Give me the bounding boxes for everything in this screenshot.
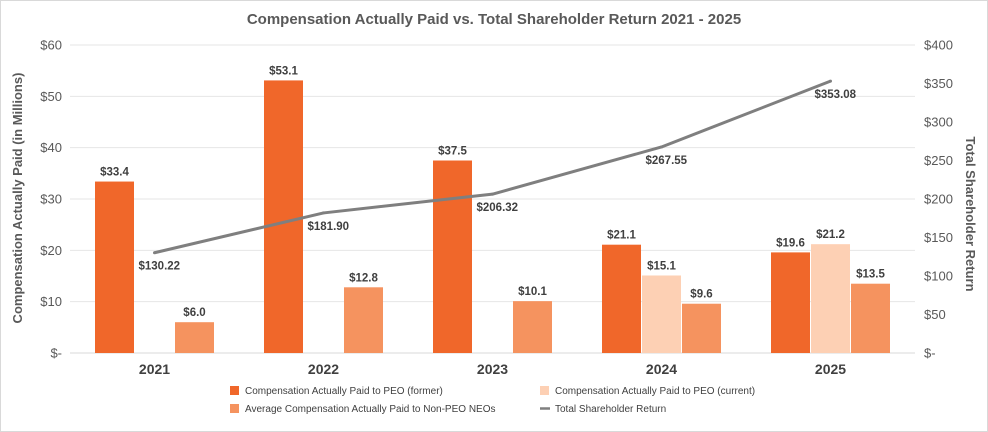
tsr-point (829, 79, 832, 83)
data-labels: $33.4 $53.1 $37.5 $21.1 $19.6 $15.1 $21.2 $6.0 $… (100, 65, 885, 319)
bar-data-label: $21.2 (816, 229, 845, 241)
left-tick-label: $20 (40, 243, 62, 258)
tsr-data-label: $130.22 (139, 261, 181, 273)
tsr-line (153, 79, 832, 255)
left-tick-label: $40 (40, 140, 62, 155)
bar (513, 301, 552, 353)
bar-data-label: $53.1 (269, 65, 298, 77)
category-label: 2023 (477, 361, 508, 377)
legend-label: Compensation Actually Paid to PEO (curre… (555, 386, 755, 397)
category-label: 2025 (815, 361, 846, 377)
bar (175, 322, 214, 353)
bars (95, 80, 890, 354)
bar-data-label: $9.6 (690, 289, 712, 301)
bar (682, 303, 721, 353)
legend: Compensation Actually Paid to PEO (forme… (230, 386, 755, 415)
right-tick-label: $250 (924, 153, 953, 168)
bar (602, 244, 641, 353)
bar-data-label: $33.4 (100, 167, 129, 179)
bar-data-label: $15.1 (647, 260, 676, 272)
legend-label: Average Compensation Actually Paid to No… (245, 404, 496, 415)
category-label: 2024 (646, 361, 677, 377)
tsr-data-label: $206.32 (477, 202, 519, 214)
legend-label: Compensation Actually Paid to PEO (forme… (245, 386, 443, 397)
category-label: 2022 (308, 361, 339, 377)
tsr-data-label: $267.55 (646, 155, 688, 167)
left-tick-label: $60 (40, 38, 62, 53)
bar-data-label: $10.1 (518, 286, 547, 298)
bar (642, 275, 681, 353)
legend-label: Total Shareholder Return (555, 404, 666, 415)
bar (811, 244, 850, 353)
tsr-point (153, 251, 156, 255)
right-tick-label: $50 (924, 307, 946, 322)
left-axis-ticks: $- $10 $20 $30 $40 $50 $60 (40, 38, 62, 361)
right-tick-label: $300 (924, 115, 953, 130)
left-tick-label: $- (50, 346, 62, 361)
chart-title: Compensation Actually Paid vs. Total Sha… (247, 11, 741, 28)
bar (344, 287, 383, 353)
left-tick-label: $10 (40, 294, 62, 309)
left-axis-title: Compensation Actually Paid (in Millions) (10, 73, 25, 324)
left-tick-label: $30 (40, 192, 62, 207)
tsr-point (660, 145, 663, 149)
right-tick-label: $200 (924, 192, 953, 207)
legend-swatch (230, 386, 239, 395)
right-tick-label: $150 (924, 230, 953, 245)
bar (264, 80, 303, 354)
bar-data-label: $21.1 (607, 230, 636, 242)
bar-data-label: $12.8 (349, 272, 378, 284)
right-tick-label: $- (924, 346, 936, 361)
bar-data-label: $37.5 (438, 146, 467, 158)
bar-data-label: $13.5 (856, 269, 885, 281)
tsr-point (491, 192, 494, 196)
left-tick-label: $50 (40, 89, 62, 104)
bar-data-label: $19.6 (776, 237, 805, 249)
legend-swatch (540, 386, 549, 395)
bar (433, 160, 472, 353)
tsr-series-line (154, 79, 832, 255)
category-labels: 2021 2022 2023 2024 2025 (139, 361, 846, 377)
bar (851, 283, 890, 353)
right-axis-ticks: $- $50 $100 $150 $200 $250 $300 $350 $400 (924, 38, 953, 361)
category-label: 2021 (139, 361, 170, 377)
right-tick-label: $400 (924, 38, 953, 53)
right-axis-title: Total Shareholder Return (963, 136, 978, 291)
right-tick-label: $350 (924, 76, 953, 91)
bar-data-label: $6.0 (183, 307, 205, 319)
legend-swatch (230, 404, 239, 413)
tsr-point (322, 211, 325, 215)
tsr-data-label: $181.90 (308, 221, 350, 233)
right-tick-label: $100 (924, 269, 953, 284)
tsr-data-label: $353.08 (815, 89, 857, 101)
bar (95, 181, 134, 353)
bar (771, 252, 810, 353)
